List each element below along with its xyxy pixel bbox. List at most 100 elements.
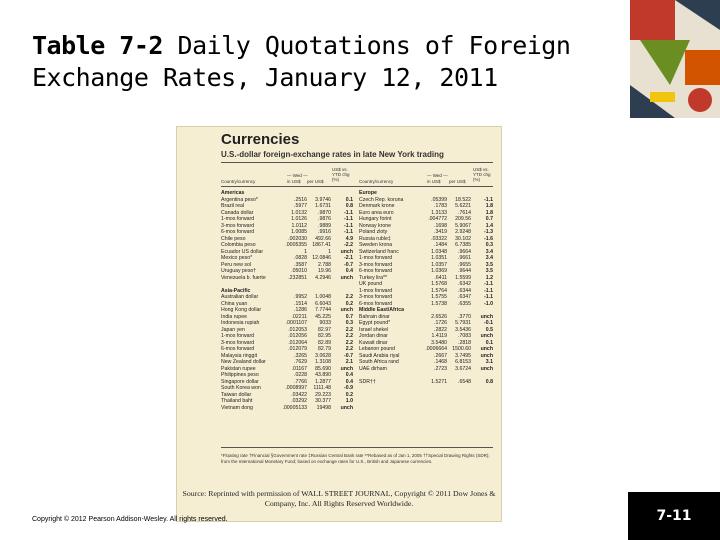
table-row: Kuwait dinar 3.5480 .2818 0.1 bbox=[359, 340, 493, 347]
ytd-change: 4.9 bbox=[345, 235, 353, 242]
table-row: Turkey lira** .6411 1.5599 1.2 bbox=[359, 275, 493, 282]
rate-in-usd: .3419 bbox=[434, 229, 447, 235]
rate-in-usd: .2667 bbox=[434, 352, 447, 359]
currency-name: Poland zloty bbox=[359, 229, 388, 235]
table-row: South Korea won .0008997 1111.48 -0.9 bbox=[221, 385, 353, 392]
ytd-change: -1.6 bbox=[484, 235, 493, 242]
table-row: Euro area euro 1.3133 .7614 1.8 bbox=[359, 210, 493, 217]
currency-name: 1-mos forward bbox=[359, 255, 393, 261]
table-row: Canada dollar 1.0132 .9870 -1.1 bbox=[221, 210, 353, 217]
ytd-change: -0.1 bbox=[484, 320, 493, 326]
currency-name: New Zealand dollar bbox=[221, 359, 266, 365]
rate-per-usd: 9033 bbox=[319, 320, 331, 326]
currency-name: South Korea won bbox=[221, 385, 261, 391]
currency-name: Thailand baht bbox=[221, 398, 253, 404]
rate-per-usd: 1.3108 bbox=[315, 359, 331, 365]
copyright-notice: Copyright © 2012 Pearson Addison-Wesley.… bbox=[32, 516, 228, 523]
rate-per-usd: 3.0628 bbox=[315, 352, 331, 359]
ytd-change: 3.4 bbox=[485, 255, 493, 261]
table-row: UK pound 1.5768 .6342 -1.1 bbox=[359, 281, 493, 288]
rate-per-usd: 6.7385 bbox=[455, 242, 471, 248]
rate-in-usd: .1783 bbox=[434, 203, 447, 209]
rate-per-usd: 3.6724 bbox=[455, 365, 471, 372]
currency-name: Taiwan dollar bbox=[221, 391, 252, 398]
ytd-change: -1.3 bbox=[484, 229, 493, 235]
rate-per-usd: 1.2877 bbox=[315, 378, 331, 385]
rate-in-usd: 1.0126 bbox=[291, 216, 307, 222]
table-row: Australian dollar .9952 1.0048 2.2 bbox=[221, 294, 353, 301]
currency-name: 6-mos forward bbox=[221, 346, 255, 352]
rate-per-usd: 4.2946 bbox=[315, 274, 331, 281]
rate-in-usd: .232851 bbox=[288, 274, 307, 281]
rate-in-usd: .5977 bbox=[294, 203, 307, 209]
table-row: Brazil real .5977 1.6731 0.8 bbox=[221, 203, 353, 210]
currency-name: Denmark krone bbox=[359, 203, 395, 209]
ytd-change: 0.3 bbox=[485, 242, 493, 248]
currency-name: Pakistan rupee bbox=[221, 365, 256, 372]
ytd-change: 2.2 bbox=[345, 326, 353, 333]
rate-in-usd: 1.0348 bbox=[431, 248, 447, 255]
rate-per-usd: 1.0048 bbox=[315, 294, 331, 300]
col-header-wed-right: — Wed — bbox=[427, 173, 448, 178]
table-row: Colombia peso .0005355 1867.41 -2.2 bbox=[221, 242, 353, 249]
rate-per-usd: 1.5599 bbox=[455, 274, 471, 281]
column-header-rule bbox=[221, 186, 493, 187]
table-row: Saudi Arabia riyal .2667 3.7495 unch bbox=[359, 353, 493, 360]
rate-per-usd: 5.7931 bbox=[455, 320, 471, 326]
ytd-change: unch bbox=[340, 404, 353, 411]
rate-in-usd: .1514 bbox=[294, 300, 307, 307]
rate-per-usd: .2818 bbox=[458, 339, 471, 346]
table-row: Singapore dollar .7766 1.2877 0.4 bbox=[221, 379, 353, 386]
rate-in-usd: .02211 bbox=[291, 313, 307, 320]
ytd-change: -1.1 bbox=[344, 229, 353, 235]
rate-per-usd: 19.96 bbox=[318, 268, 331, 274]
currency-name: Venezuela b. fuerte bbox=[221, 274, 266, 281]
page-number-badge: 7-11 bbox=[628, 492, 720, 540]
currency-name: China yuan bbox=[221, 300, 248, 307]
rate-per-usd: .9870 bbox=[318, 209, 331, 216]
rate-in-usd: 1.0085 bbox=[291, 229, 307, 235]
rate-in-usd: 1.5768 bbox=[431, 281, 447, 287]
rate-in-usd: 1.0369 bbox=[431, 268, 447, 274]
currency-name: Argentina peso* bbox=[221, 196, 258, 203]
rate-in-usd: .004772 bbox=[428, 216, 447, 222]
rate-per-usd: 1500.60 bbox=[452, 346, 471, 352]
table-section-heading: Middle East/Africa bbox=[359, 307, 493, 314]
ytd-change: 0.8 bbox=[345, 203, 353, 209]
rate-in-usd: .2822 bbox=[434, 326, 447, 333]
table-title-text: Daily Quotations of Foreign Exchange Rat… bbox=[32, 31, 571, 92]
currency-name: 1-mos forward bbox=[359, 287, 393, 294]
ytd-change: 3.4 bbox=[485, 248, 493, 255]
ytd-change: unch bbox=[340, 274, 353, 281]
table-row: Hong Kong dollar .1286 7.7744 unch bbox=[221, 307, 353, 314]
rate-per-usd: 6.6043 bbox=[315, 300, 331, 307]
table-row: Denmark krone .1783 5.6221 1.8 bbox=[359, 203, 493, 210]
rate-in-usd: .0828 bbox=[294, 255, 307, 261]
rate-in-usd: .012079 bbox=[288, 346, 307, 352]
rate-in-usd: .05399 bbox=[431, 196, 447, 203]
ytd-change: 3.1 bbox=[485, 359, 493, 365]
currency-name: Middle East/Africa bbox=[359, 307, 404, 313]
decorative-corner-graphic bbox=[630, 0, 720, 118]
col-header-in-us-right: in US$ bbox=[427, 179, 441, 184]
rate-per-usd: 30.377 bbox=[315, 398, 331, 404]
currency-name: Vietnam dong bbox=[221, 404, 253, 411]
rate-in-usd: 1.5271 bbox=[431, 378, 447, 385]
currency-name: 3-mos forward bbox=[221, 339, 255, 346]
table-row: 1-mos forward 1.5764 .6344 -1.1 bbox=[359, 288, 493, 295]
ytd-change: 2.1 bbox=[345, 359, 353, 365]
rate-per-usd: 2.9248 bbox=[455, 229, 471, 235]
rate-in-usd: .0005355 bbox=[285, 242, 307, 248]
currency-name: Peru new sol bbox=[221, 261, 251, 268]
currency-name: India rupee bbox=[221, 313, 247, 320]
ytd-change: -0.9 bbox=[344, 385, 353, 391]
rate-per-usd: 1.6731 bbox=[315, 203, 331, 209]
left-currency-column: Americas Argentina peso* .2516 3.9746 0.1 Bra… bbox=[221, 190, 353, 411]
table-row: 3-mos forward .012064 82.89 2.2 bbox=[221, 340, 353, 347]
ytd-change: 1.8 bbox=[485, 209, 493, 216]
rate-in-usd: 1.5764 bbox=[431, 287, 447, 294]
rate-per-usd: .6344 bbox=[458, 287, 471, 294]
rate-per-usd: .7614 bbox=[458, 209, 471, 216]
currency-name: Australian dollar bbox=[221, 294, 259, 300]
rate-per-usd: 29.223 bbox=[315, 391, 331, 398]
